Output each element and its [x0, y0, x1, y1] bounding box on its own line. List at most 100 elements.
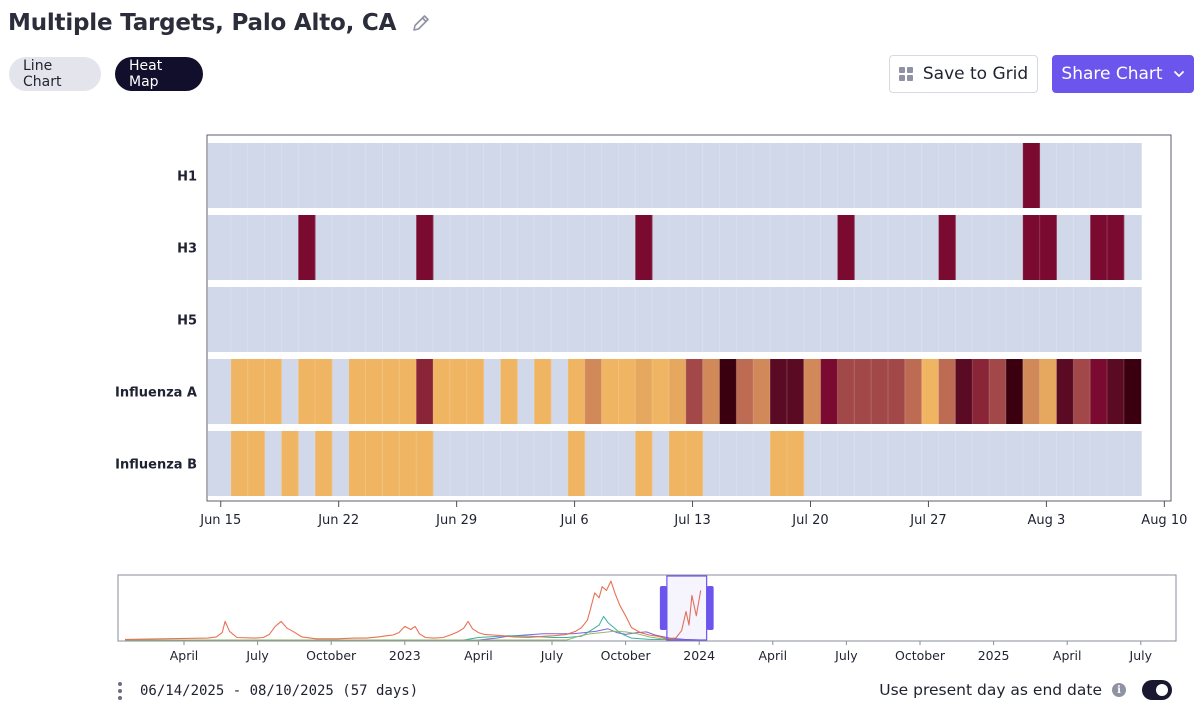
overview-series-line: [125, 630, 685, 641]
overview-tick-label: 2023: [389, 648, 421, 663]
heatmap-cell: [904, 359, 923, 424]
tab-line-chart[interactable]: Line Chart: [9, 57, 101, 91]
heatmap-cell: [365, 431, 383, 496]
overview-timeline-chart[interactable]: April July October 2023 April July October 2024…: [0, 565, 1200, 670]
heatmap-cell: [1022, 143, 1041, 208]
overview-tick-label: July: [1129, 648, 1153, 663]
heatmap-cell: [888, 359, 906, 424]
heatmap-cell: [1039, 215, 1057, 280]
heatmap-cell: [618, 359, 636, 424]
heatmap-cell: [635, 359, 653, 424]
row-label: H3: [177, 242, 197, 257]
x-tick-label: Jul 20: [791, 513, 828, 528]
heatmap-cell: [264, 359, 282, 424]
heatmap-cell: [365, 359, 383, 424]
selection-handle-right[interactable]: [706, 586, 714, 630]
heatmap-cell: [399, 359, 417, 424]
selection-handle-left[interactable]: [659, 586, 667, 630]
x-tick-label: Jun 29: [435, 513, 477, 528]
heatmap-cell: [382, 431, 400, 496]
heatmap-cell: [416, 359, 434, 424]
chevron-down-icon: [1173, 71, 1184, 77]
heatmap-cell: [837, 215, 855, 280]
heatmap-cell: [466, 359, 484, 424]
heatmap-cell: [1090, 215, 1108, 280]
tab-heat-map[interactable]: Heat Map: [115, 57, 203, 91]
x-tick-label: Jul 13: [673, 513, 710, 528]
overview-tick-label: April: [1053, 648, 1082, 663]
heatmap-cell: [1073, 359, 1091, 424]
heatmap-cell: [567, 431, 586, 496]
present-day-toggle[interactable]: [1142, 680, 1172, 700]
heatmap-cell: [1107, 359, 1125, 424]
heatmap-cell: [854, 359, 872, 424]
date-range-text: 06/14/2025 - 08/10/2025 (57 days): [140, 683, 419, 699]
x-tick-label: Jul 27: [909, 513, 946, 528]
heatmap-cell: [247, 431, 265, 496]
heatmap-cell: [786, 359, 805, 424]
overview-tick-label: April: [464, 648, 493, 663]
heatmap-cell: [938, 215, 956, 280]
heatmap-cell: [584, 359, 602, 424]
heatmap-cell: [416, 431, 434, 496]
share-chart-label: Share Chart: [1061, 64, 1163, 84]
heatmap-cell: [1039, 359, 1057, 424]
heatmap-cell: [399, 431, 417, 496]
heatmap-cell: [534, 359, 552, 424]
heatmap-cell: [837, 359, 855, 424]
overview-tick-label: October: [601, 648, 652, 663]
heatmap-cell: [1005, 359, 1024, 424]
x-tick-label: Jun 15: [199, 513, 241, 528]
overview-tick-label: July: [834, 648, 858, 663]
overview-frame: [117, 574, 1177, 642]
heatmap-cell: [315, 431, 333, 496]
heatmap-cell: [770, 431, 788, 496]
heatmap-row-bg: [208, 287, 1142, 352]
heatmap-cell: [938, 359, 956, 424]
heatmap-cell: [668, 359, 687, 424]
present-day-label: Use present day as end date: [879, 681, 1102, 699]
heatmap-row-bg: [208, 215, 1142, 280]
info-icon[interactable]: i: [1112, 683, 1126, 697]
heatmap-cell: [1056, 359, 1074, 424]
overview-tick-label: October: [306, 648, 357, 663]
pencil-edit-icon[interactable]: [410, 12, 432, 34]
heatmap-cell: [803, 359, 821, 424]
row-label: Influenza B: [115, 458, 197, 473]
heatmap-cell: [972, 359, 990, 424]
overview-tick-label: April: [170, 648, 199, 663]
save-to-grid-button[interactable]: Save to Grid: [889, 55, 1038, 93]
heatmap-cell: [685, 359, 704, 424]
heatmap-cell: [989, 359, 1007, 424]
selection-window[interactable]: [666, 575, 708, 641]
heatmap-cell: [449, 359, 468, 424]
heatmap-cell: [955, 359, 973, 424]
heatmap-cell: [601, 359, 619, 424]
heatmap-cell: [348, 431, 367, 496]
x-tick-label: Aug 10: [1141, 513, 1187, 528]
more-options-icon[interactable]: [114, 680, 126, 702]
heatmap-cell: [500, 359, 518, 424]
share-chart-button[interactable]: Share Chart: [1052, 55, 1194, 93]
row-label: Influenza A: [115, 386, 197, 401]
row-label: H1: [177, 170, 197, 185]
heatmap-cell: [382, 359, 400, 424]
heatmap-cell: [635, 431, 653, 496]
heatmap-cell: [348, 359, 367, 424]
overview-tick-label: July: [540, 648, 564, 663]
toggle-knob: [1156, 684, 1168, 696]
row-label: H5: [177, 314, 197, 329]
overview-tick-label: 2025: [978, 648, 1010, 663]
x-tick-label: Aug 3: [1027, 513, 1065, 528]
overview-tick-label: July: [245, 648, 269, 663]
heatmap-cell: [685, 431, 704, 496]
heatmap-cell: [786, 431, 805, 496]
overview-tick-label: April: [759, 648, 788, 663]
heatmap-cell: [770, 359, 788, 424]
heatmap-cell: [247, 359, 265, 424]
x-tick-label: Jul 6: [560, 513, 589, 528]
heatmap-cell: [719, 359, 737, 424]
page-title: Multiple Targets, Palo Alto, CA: [8, 10, 397, 36]
heatmap-row-bg: [208, 143, 1142, 208]
x-tick-label: Jun 22: [317, 513, 359, 528]
